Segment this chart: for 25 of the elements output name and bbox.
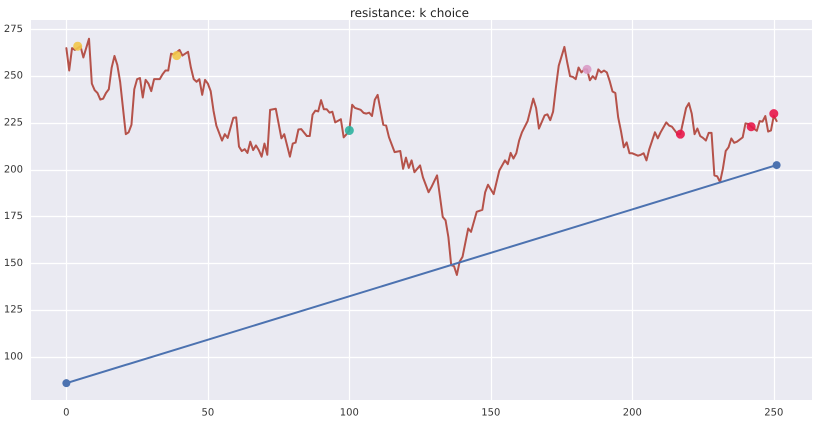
point: [172, 51, 182, 60]
point: [344, 126, 354, 135]
y-tick-label: 175: [4, 211, 23, 222]
line-series: [65, 38, 778, 276]
x-tick-label: 200: [622, 408, 642, 418]
y-tick-label: 150: [4, 258, 23, 269]
x-tick-label: 0: [63, 408, 70, 418]
x-tick-label: 150: [481, 408, 500, 418]
point: [772, 161, 781, 170]
y-tick-label: 100: [4, 351, 23, 362]
point: [582, 64, 592, 74]
y-tick-label: 200: [4, 164, 23, 176]
point: [769, 109, 778, 118]
point: [676, 130, 685, 139]
x-tick-label: 50: [201, 408, 214, 418]
y-tick-label: 250: [4, 70, 23, 82]
y-tick-label: 275: [4, 24, 23, 35]
point: [746, 122, 756, 132]
point: [73, 42, 82, 51]
x-tick-label: 250: [764, 408, 784, 418]
chart-title: resistance: k choice: [350, 6, 470, 20]
point: [62, 379, 70, 388]
x-tick-label: 100: [340, 408, 359, 418]
y-tick-label: 225: [4, 117, 23, 128]
y-tick-label: 125: [4, 304, 23, 316]
